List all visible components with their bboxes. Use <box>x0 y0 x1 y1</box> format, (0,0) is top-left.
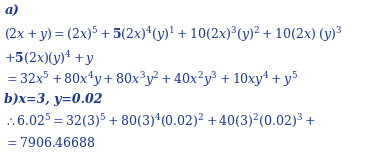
Text: $= 32x^5 + 80x^4y + 80x^3y^2 + 40x^2y^3 + 10xy^4 + y^5$: $= 32x^5 + 80x^4y + 80x^3y^2 + 40x^2y^3 … <box>4 70 299 89</box>
Text: $= 7906.46688$: $= 7906.46688$ <box>4 136 96 150</box>
Text: $(2x+y) = (2x)^5 + \mathbf{5}(2x)^4(y)^1 + 10(2x)^3(y)^2 + 10(2x)\;(y)^3$: $(2x+y) = (2x)^5 + \mathbf{5}(2x)^4(y)^1… <box>4 26 343 44</box>
Text: $+ \mathbf{5}(2x)(y)^4 + y$: $+ \mathbf{5}(2x)(y)^4 + y$ <box>4 50 96 68</box>
Text: $\therefore 6.02^5 = 32(3)^5 + 80(3)^4(0.02)^2 + 40(3)^2(0.02)^3 +$: $\therefore 6.02^5 = 32(3)^5 + 80(3)^4(0… <box>4 112 316 129</box>
Text: b)x=3, y=0.02: b)x=3, y=0.02 <box>4 93 103 106</box>
Text: a): a) <box>4 5 19 18</box>
